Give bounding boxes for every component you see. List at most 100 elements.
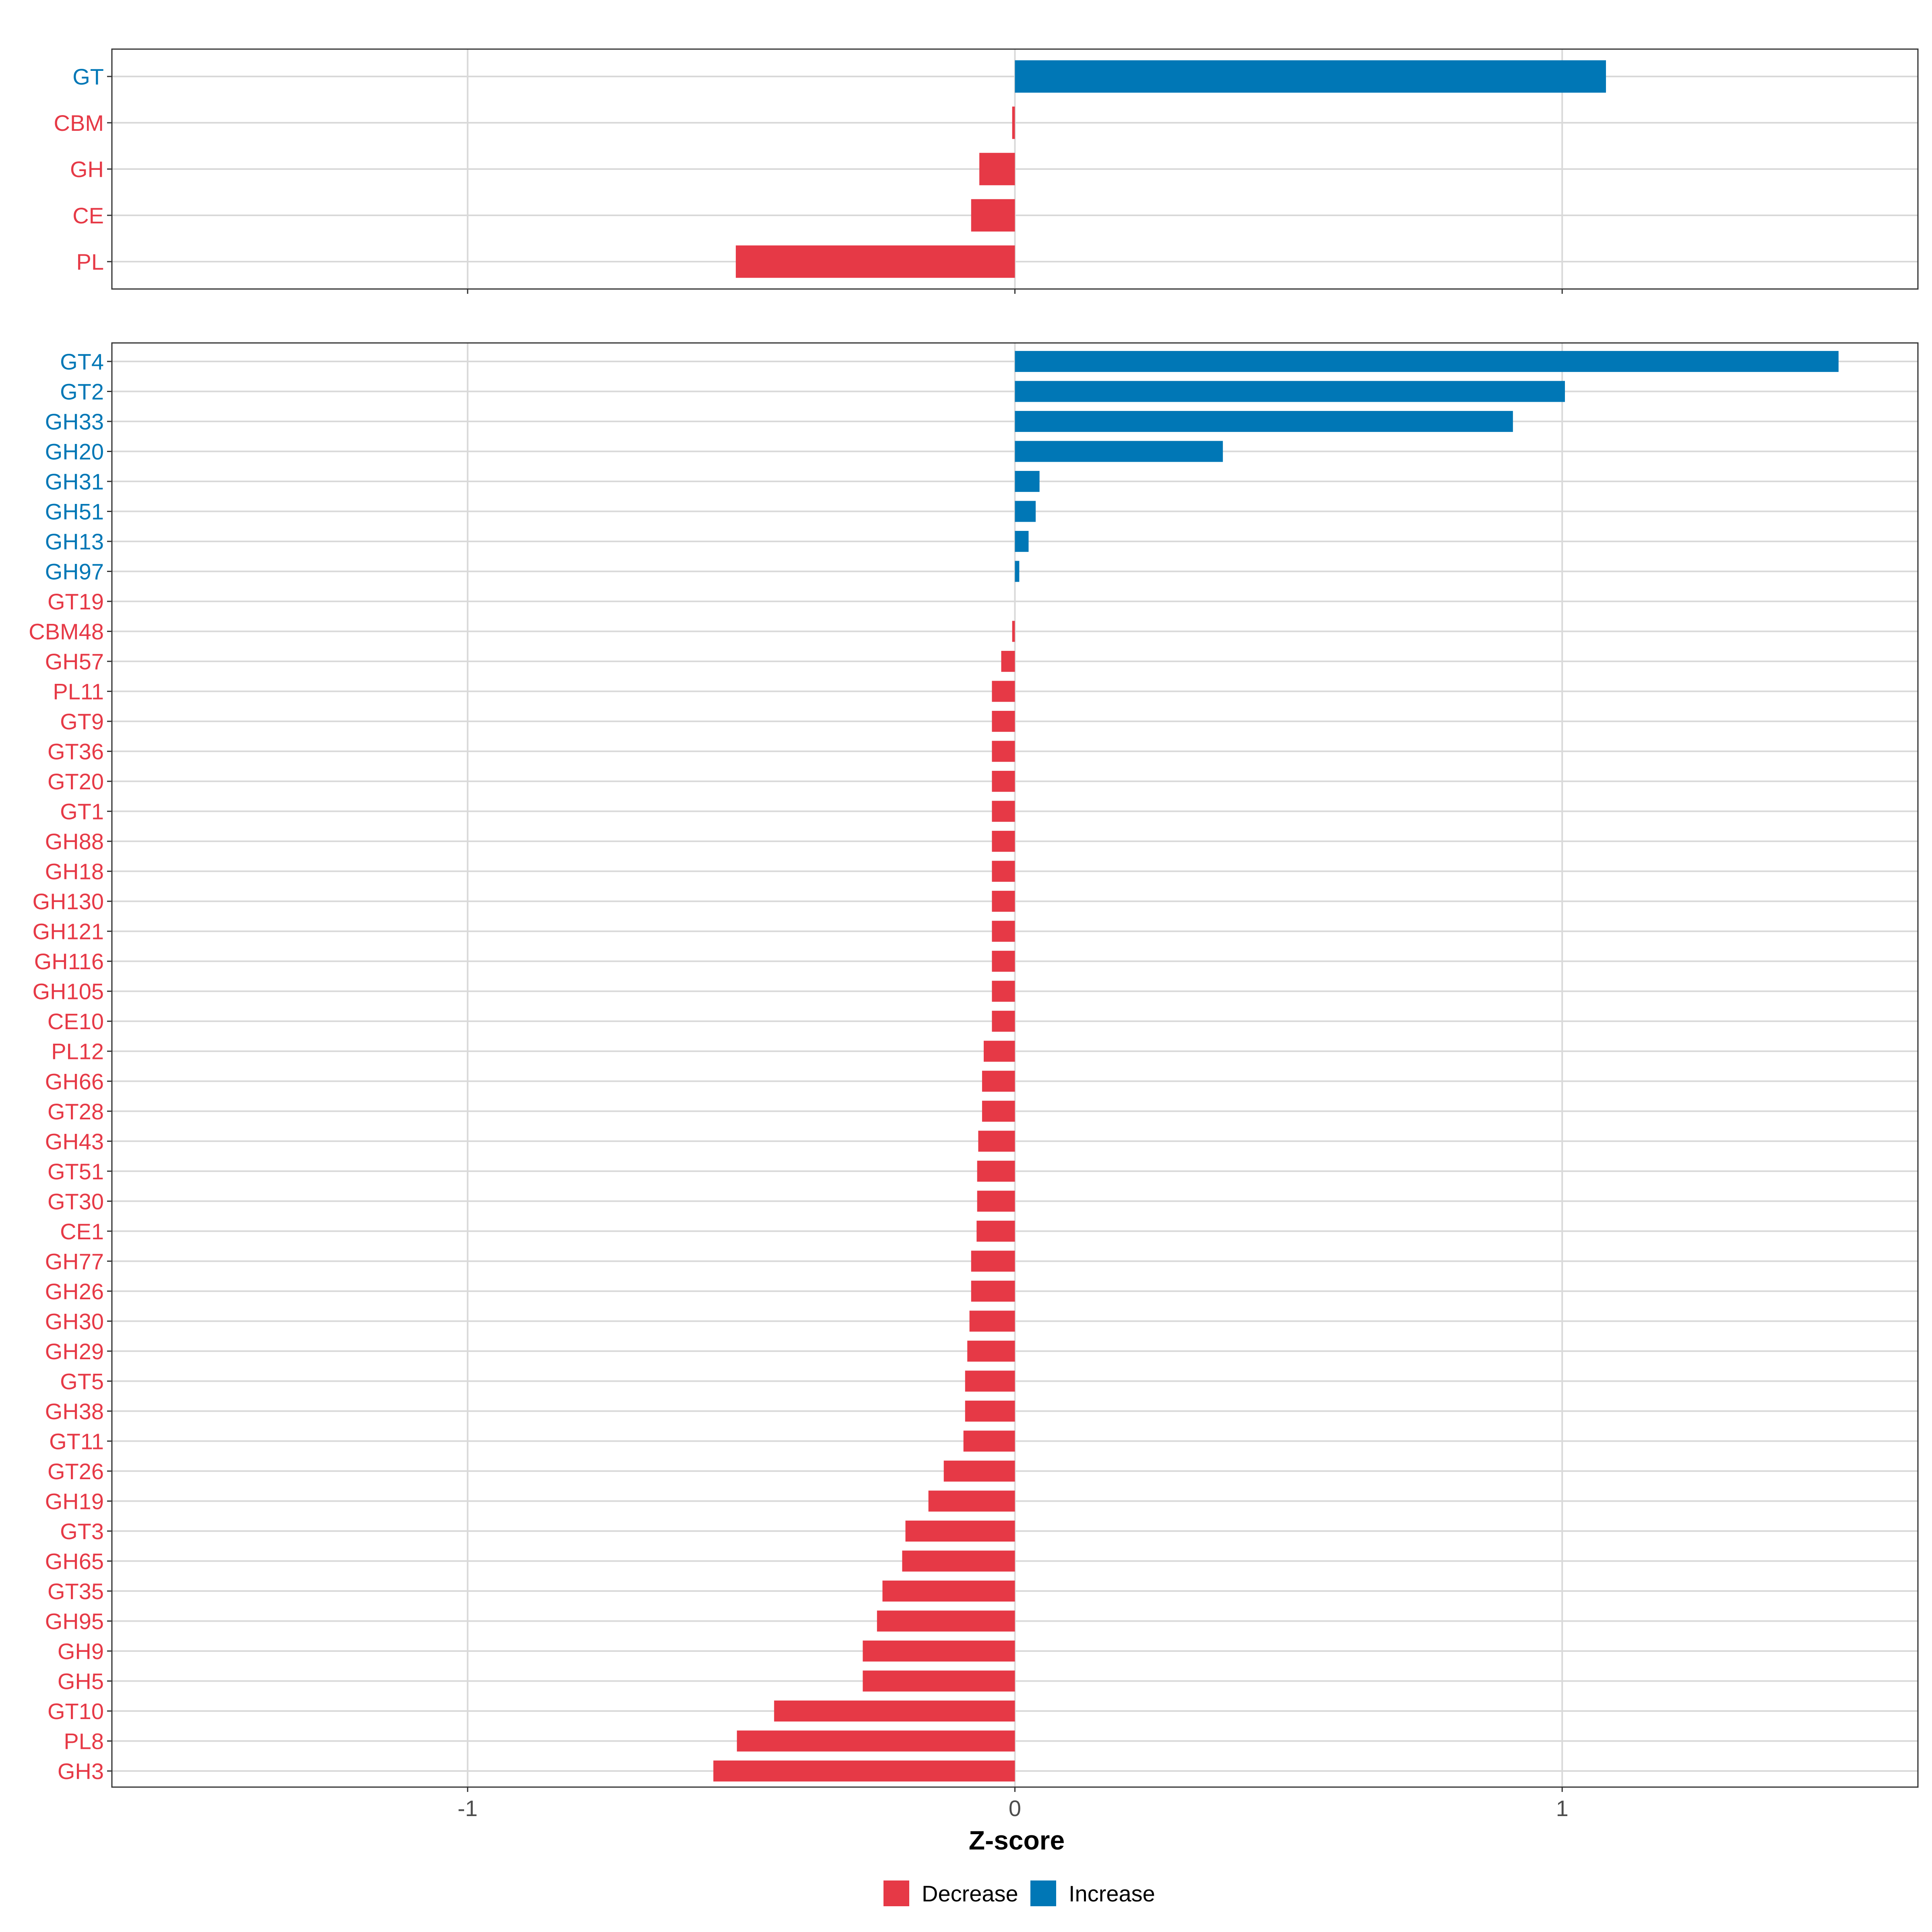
y-tick-label: GH bbox=[70, 157, 104, 182]
bar-gh31 bbox=[1015, 471, 1040, 492]
bar-pl bbox=[736, 245, 1015, 278]
bar-gh18 bbox=[992, 861, 1015, 882]
bar-gh77 bbox=[971, 1251, 1015, 1272]
bar-gh9 bbox=[863, 1640, 1015, 1662]
bar-gt36 bbox=[992, 741, 1015, 762]
y-tick-label: GT9 bbox=[60, 709, 104, 734]
y-tick-label: CBM48 bbox=[29, 619, 104, 644]
bar-gh29 bbox=[967, 1340, 1015, 1362]
bar-gh20 bbox=[1015, 441, 1223, 462]
legend-swatch-increase bbox=[1030, 1880, 1056, 1906]
legend: Decrease Increase bbox=[883, 1880, 1155, 1906]
bar-pl12 bbox=[983, 1040, 1015, 1062]
bar-gh116 bbox=[992, 951, 1015, 972]
y-tick-label: GT10 bbox=[47, 1699, 104, 1724]
bar-gt28 bbox=[982, 1100, 1015, 1122]
bar-ce10 bbox=[992, 1011, 1015, 1032]
y-tick-label: GH116 bbox=[34, 949, 104, 974]
y-tick-label: GH65 bbox=[45, 1548, 104, 1574]
y-tick-label: GH13 bbox=[45, 529, 104, 554]
bar-gt11 bbox=[963, 1430, 1015, 1452]
y-tick-label: GH20 bbox=[45, 439, 104, 464]
bottom-panel: GT4GT2GH33GH20GH31GH51GH13GH97GT19CBM48G… bbox=[29, 342, 1919, 1821]
y-tick-label: GH51 bbox=[45, 499, 104, 524]
bar-gt10 bbox=[774, 1700, 1015, 1722]
bar-gh38 bbox=[965, 1400, 1015, 1422]
legend-swatch-decrease bbox=[883, 1880, 909, 1906]
y-tick-label: GT20 bbox=[47, 769, 104, 794]
bar-gh30 bbox=[969, 1311, 1015, 1332]
bar-gh bbox=[979, 153, 1015, 186]
bar-ce bbox=[971, 199, 1015, 232]
y-tick-label: GT51 bbox=[47, 1159, 104, 1184]
bar-gh57 bbox=[1001, 651, 1015, 672]
y-tick-label: GH43 bbox=[45, 1129, 104, 1154]
y-tick-label: GH88 bbox=[45, 829, 104, 854]
y-tick-label: PL8 bbox=[64, 1728, 104, 1754]
y-tick-label: GH105 bbox=[33, 979, 104, 1004]
y-tick-label: GH19 bbox=[45, 1488, 104, 1514]
bar-gh97 bbox=[1015, 561, 1020, 582]
bar-gh13 bbox=[1015, 530, 1029, 552]
top-panel: GT CBM GH CE PL bbox=[54, 48, 1919, 294]
y-tick-label: GH9 bbox=[58, 1639, 104, 1664]
bar-gh65 bbox=[902, 1550, 1015, 1572]
y-tick-label: GT30 bbox=[47, 1189, 104, 1214]
bar-pl8 bbox=[737, 1730, 1015, 1752]
y-tick-label: GH130 bbox=[33, 889, 104, 914]
bar-gt2 bbox=[1015, 381, 1565, 402]
bar-gh3 bbox=[713, 1760, 1015, 1782]
y-tick-label: GH77 bbox=[45, 1249, 104, 1274]
y-tick-label: CE bbox=[72, 203, 104, 228]
y-tick-label: GT26 bbox=[47, 1459, 104, 1484]
bar-ce1 bbox=[976, 1220, 1015, 1242]
y-tick-label: CBM bbox=[54, 110, 104, 136]
bar-gh5 bbox=[863, 1670, 1015, 1692]
bar-gt9 bbox=[992, 711, 1015, 732]
y-tick-label: PL bbox=[76, 249, 104, 275]
panel-border bbox=[111, 342, 1919, 1788]
y-tick-label: GT4 bbox=[60, 349, 104, 374]
x-tick-label: 0 bbox=[1009, 1796, 1021, 1821]
bar-gh26 bbox=[971, 1280, 1015, 1302]
y-tick-label: GH38 bbox=[45, 1399, 104, 1424]
bar-cbm48 bbox=[1012, 621, 1015, 642]
y-tick-label: GT36 bbox=[47, 739, 104, 764]
y-tick-label: GT3 bbox=[60, 1519, 104, 1544]
bar-gt20 bbox=[992, 771, 1015, 792]
y-tick-label: GH66 bbox=[45, 1069, 104, 1094]
y-tick-label: GT19 bbox=[47, 589, 104, 614]
legend-label-increase: Increase bbox=[1069, 1881, 1155, 1906]
y-tick-label: PL12 bbox=[51, 1039, 104, 1064]
y-tick-label: GH31 bbox=[45, 469, 104, 494]
y-tick-label: GT28 bbox=[47, 1099, 104, 1124]
y-tick-label: CE1 bbox=[60, 1219, 104, 1244]
x-axis-title: Z-score bbox=[969, 1825, 1065, 1855]
y-tick-label: GH57 bbox=[45, 649, 104, 674]
bar-gh43 bbox=[978, 1131, 1015, 1152]
y-tick-label: GH18 bbox=[45, 859, 104, 884]
y-tick-label: CE10 bbox=[47, 1009, 104, 1034]
y-tick-label: PL11 bbox=[53, 679, 104, 704]
y-tick-label: GT5 bbox=[60, 1368, 104, 1394]
bar-gt5 bbox=[965, 1371, 1015, 1392]
bar-gt4 bbox=[1015, 351, 1839, 372]
y-tick-label: GT11 bbox=[49, 1428, 104, 1454]
y-tick-label: GH95 bbox=[45, 1608, 104, 1634]
bar-cbm bbox=[1012, 106, 1015, 139]
y-tick-label: GT bbox=[72, 64, 104, 89]
bar-gt26 bbox=[943, 1460, 1015, 1482]
y-tick-label: GT1 bbox=[60, 799, 104, 824]
bar-gt3 bbox=[905, 1520, 1015, 1542]
panel-border bbox=[111, 48, 1919, 290]
y-tick-label: GH5 bbox=[58, 1668, 104, 1694]
bar-gh105 bbox=[992, 980, 1015, 1002]
bar-gh33 bbox=[1015, 411, 1513, 432]
bar-gh51 bbox=[1015, 501, 1036, 522]
x-tick-label: 1 bbox=[1556, 1796, 1569, 1821]
y-tick-label: GH26 bbox=[45, 1279, 104, 1304]
bar-gt1 bbox=[992, 801, 1015, 822]
bar-gh66 bbox=[982, 1071, 1015, 1092]
y-tick-label: GT2 bbox=[60, 379, 104, 405]
